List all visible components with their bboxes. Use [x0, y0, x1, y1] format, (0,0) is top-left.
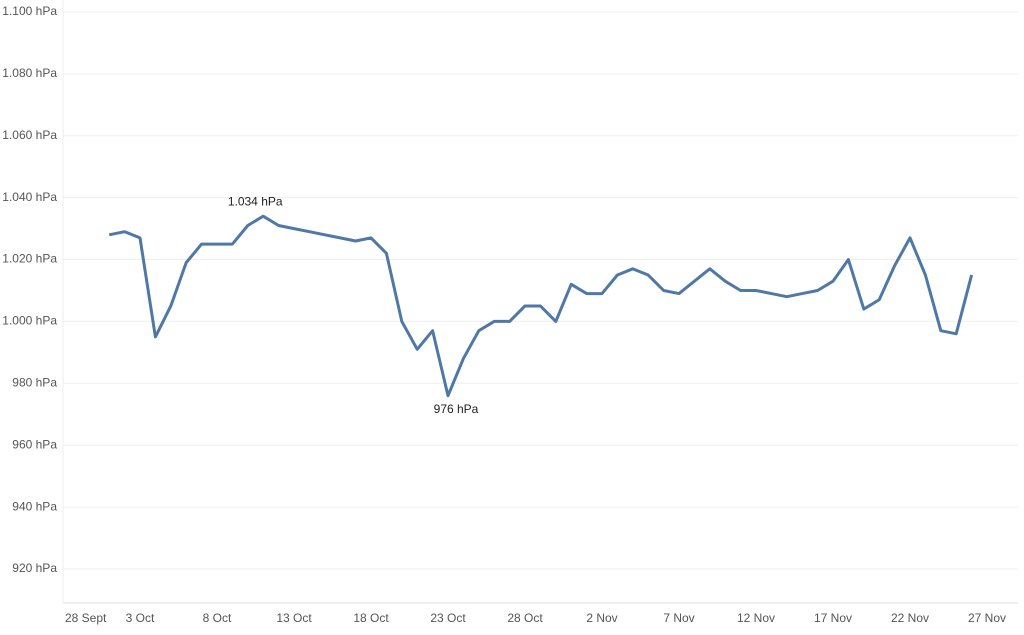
x-tick-label: 18 Oct [353, 611, 389, 625]
x-tick-label: 12 Nov [737, 611, 775, 625]
y-tick-label: 1.040 hPa [2, 190, 57, 204]
x-tick-label: 8 Oct [203, 611, 232, 625]
y-tick-label: 960 hPa [12, 437, 57, 451]
x-tick-label: 2 Nov [586, 611, 617, 625]
x-tick-label: 27 Nov [968, 611, 1006, 625]
x-tick-label: 3 Oct [126, 611, 155, 625]
line-series [108, 214, 974, 398]
x-tick-label: 23 Oct [430, 611, 466, 625]
x-tick-label: 22 Nov [891, 611, 929, 625]
y-tick-label: 1.000 hPa [2, 314, 57, 328]
y-tick-label: 980 hPa [12, 375, 57, 389]
x-tick-label: 28 Sept [65, 611, 107, 625]
x-tick-label: 7 Nov [663, 611, 694, 625]
y-tick-label: 1.080 hPa [2, 66, 57, 80]
y-tick-label: 920 hPa [12, 561, 57, 575]
y-tick-label: 1.020 hPa [2, 252, 57, 266]
y-tick-label: 940 hPa [12, 499, 57, 513]
x-tick-label: 13 Oct [276, 611, 312, 625]
y-tick-label: 1.060 hPa [2, 128, 57, 142]
x-tick-label: 28 Oct [507, 611, 543, 625]
min-annotation: 976 hPa [434, 402, 479, 416]
x-tick-label: 17 Nov [814, 611, 852, 625]
y-tick-label: 1.100 hPa [2, 4, 57, 18]
max-annotation: 1.034 hPa [228, 194, 283, 208]
